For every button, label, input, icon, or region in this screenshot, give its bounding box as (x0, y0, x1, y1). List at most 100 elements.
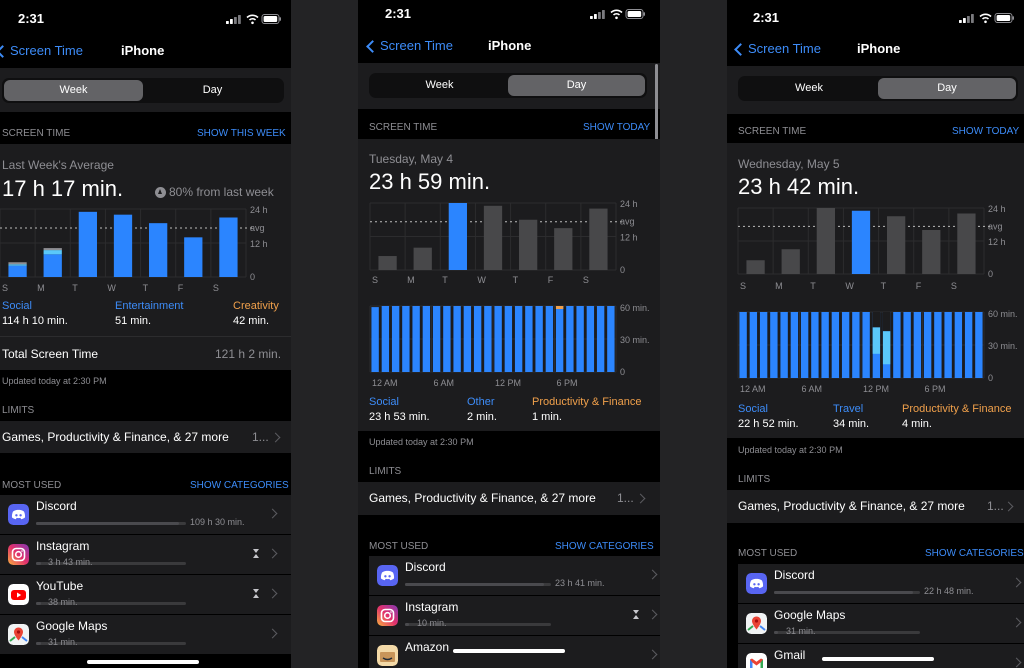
category-value: 4 min. (902, 418, 932, 430)
instagram-icon-glyph (377, 605, 398, 626)
updated-text: Updated today at 2:30 PM (738, 445, 843, 455)
x-tick-label: 6 AM (802, 384, 823, 394)
most-used-header: MOST USED (2, 480, 62, 491)
signal-bar-icon (971, 14, 974, 23)
y-tick-label: 12 h (620, 233, 638, 243)
phone-week-view: 2:31 Screen Time iPhone Week Day SCREEN TIME S… (0, 0, 291, 668)
list-item[interactable]: Discord 22 h 48 min. (738, 564, 1024, 603)
day-bar (957, 213, 976, 274)
signal-bar-icon (959, 20, 962, 23)
x-tick-label: M (407, 275, 415, 285)
app-time: 10 min. (417, 618, 447, 628)
wifi-icon (246, 14, 259, 19)
nav-title: iPhone (488, 38, 532, 53)
hour-bar (566, 306, 574, 372)
status-time: 2:31 (753, 10, 780, 25)
app-time: 3 h 43 min. (48, 557, 93, 567)
hour-bar (453, 306, 461, 372)
show-today-link[interactable]: SHOW TODAY (583, 122, 651, 133)
list-item[interactable]: Instagram 3 h 43 min. (0, 535, 291, 574)
hour-bar-travel (872, 327, 881, 354)
day-bar (554, 228, 573, 270)
gmail-icon-glyph (746, 653, 767, 668)
hour-bar (371, 307, 379, 372)
list-item[interactable]: YouTube 38 min. (0, 575, 291, 614)
day-bar (483, 205, 503, 270)
y-tick-label: avg (250, 223, 265, 233)
hour-bar (975, 312, 983, 378)
y-tick-label: 60 min. (620, 303, 650, 313)
chevron-right-icon (270, 432, 281, 443)
hour-bar (607, 306, 615, 372)
total-value: 121 h 2 min. (215, 347, 282, 361)
bar-social (43, 254, 62, 277)
google-maps-icon-glyph (746, 613, 767, 634)
day-bar (448, 203, 467, 270)
list-item[interactable]: Instagram 10 min. (369, 596, 660, 635)
hour-bar (780, 312, 788, 378)
limits-row[interactable]: Games, Productivity & Finance, & 27 more… (727, 490, 1024, 523)
hour-bar (954, 312, 963, 378)
category-value: 22 h 52 min. (738, 418, 799, 430)
hour-bar-gap (882, 312, 891, 332)
segment-day[interactable]: Day (878, 78, 1016, 99)
list-item[interactable]: Google Maps 31 min. (738, 604, 1024, 643)
back-button[interactable]: Screen Time (734, 41, 824, 59)
discord-icon-glyph (8, 504, 29, 525)
signal-bar-icon (598, 12, 601, 19)
y-tick-label: 24 h (620, 199, 638, 209)
list-item[interactable]: Discord 109 h 30 min. (0, 495, 291, 534)
y-tick-label: 0 (620, 265, 625, 275)
app-name: Instagram (405, 600, 459, 614)
category-name: Productivity & Finance (902, 403, 1012, 415)
amazon-icon (377, 645, 398, 666)
hour-bar (749, 312, 758, 378)
list-item[interactable]: Google Maps 31 min. (0, 615, 291, 654)
y-tick-label: 60 min. (988, 309, 1018, 319)
segment-week[interactable]: Week (795, 82, 823, 94)
segment-week[interactable]: Week (425, 79, 454, 91)
hour-bar (463, 306, 472, 372)
segment-day[interactable]: Day (508, 75, 645, 96)
status-time: 2:31 (385, 6, 412, 21)
period-segmented-control[interactable]: Week Day (369, 73, 647, 98)
list-item[interactable]: Discord 23 h 41 min. (369, 556, 660, 595)
back-button[interactable]: Screen Time (366, 38, 456, 56)
x-tick-label: F (178, 283, 184, 293)
hour-bar (811, 312, 819, 378)
show-categories-link[interactable]: SHOW CATEGORIES (190, 480, 289, 491)
app-name: YouTube (36, 579, 84, 593)
segment-week[interactable]: Week (4, 80, 143, 101)
usage-bar (36, 562, 186, 565)
list-item[interactable]: Gmail (738, 644, 1024, 668)
battery-icon (261, 14, 280, 24)
app-name: Discord (774, 568, 815, 582)
period-segmented-control[interactable]: Week Day (738, 76, 1018, 101)
category-name: Social (2, 300, 32, 312)
segment-day[interactable]: Day (202, 84, 223, 96)
category-value: 114 h 10 min. (2, 315, 68, 327)
x-tick-label: M (775, 281, 783, 291)
limits-row[interactable]: Games, Productivity & Finance, & 27 more… (0, 421, 291, 453)
show-categories-link[interactable]: SHOW CATEGORIES (925, 548, 1024, 559)
y-tick-label: 0 (250, 272, 255, 282)
hour-bar-productivity (555, 306, 564, 309)
usage-bar-fill (36, 642, 41, 645)
hour-bar (913, 312, 922, 378)
show-this-week-link[interactable]: SHOW THIS WEEK (197, 128, 286, 139)
x-tick-label: 12 PM (495, 378, 521, 388)
show-categories-link[interactable]: SHOW CATEGORIES (555, 541, 654, 552)
category-value: 1 min. (532, 411, 562, 423)
show-today-link[interactable]: SHOW TODAY (952, 126, 1020, 137)
app-time: 38 min. (48, 597, 78, 607)
limits-row[interactable]: Games, Productivity & Finance, & 27 more… (358, 482, 660, 515)
day-bar (589, 208, 608, 270)
chevron-right-icon (1003, 501, 1014, 512)
back-button[interactable]: Screen Time (0, 43, 86, 61)
period-segmented-control[interactable]: Week Day (2, 78, 284, 103)
hourglass-icon (253, 549, 260, 558)
discord-icon-glyph (377, 565, 398, 586)
screen-time-card (358, 139, 660, 431)
hour-bar (514, 306, 523, 372)
